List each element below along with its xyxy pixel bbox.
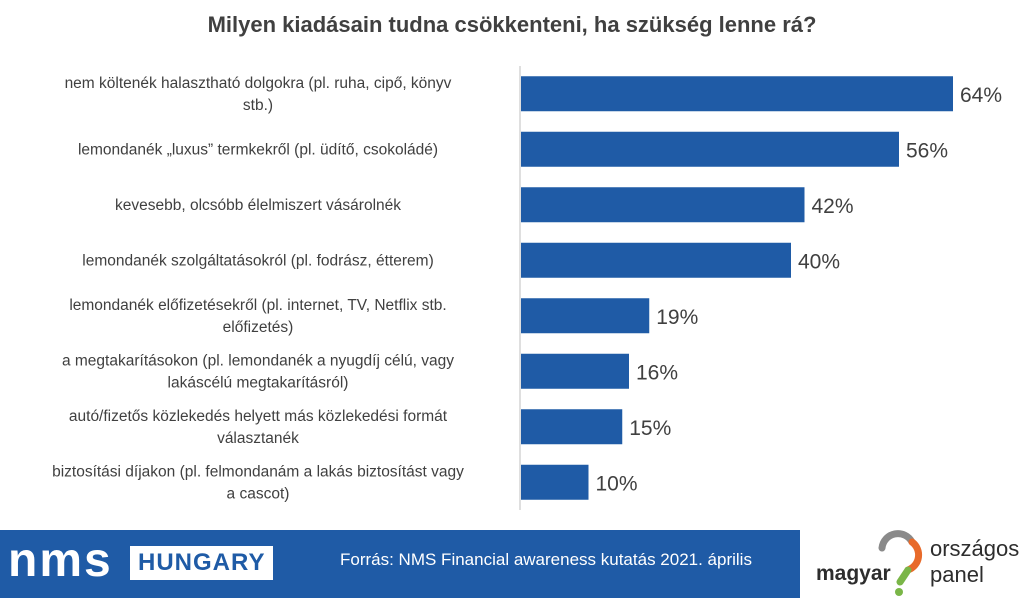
value-label-6: 16% <box>636 361 678 384</box>
category-label-line: lemondanék szolgáltatásokról (pl. fodrás… <box>82 252 434 269</box>
value-label-1: 64% <box>960 84 1002 107</box>
category-label-line: a megtakarításokon (pl. lemondanék a nyu… <box>62 352 454 369</box>
value-label-4: 40% <box>798 250 840 273</box>
chart-title: Milyen kiadásain tudna csökkenteni, ha s… <box>207 12 817 37</box>
category-label-line: lemondanék előfizetésekről (pl. internet… <box>69 297 446 314</box>
value-label-2: 56% <box>906 139 948 162</box>
source-text: Forrás: NMS Financial awareness kutatás … <box>340 550 752 569</box>
category-label-line: stb.) <box>243 97 273 114</box>
bar-1 <box>521 76 953 112</box>
category-label-line: a cascot) <box>227 485 290 502</box>
category-label-7: autó/fizetős közlekedés helyett más közl… <box>69 408 448 447</box>
category-label-line: kevesebb, olcsóbb élelmiszert vásárolnék <box>115 197 401 214</box>
category-label-line: nem költenék halasztható dolgokra (pl. r… <box>65 75 452 92</box>
category-label-5: lemondanék előfizetésekről (pl. internet… <box>69 297 446 336</box>
value-label-3: 42% <box>812 195 854 218</box>
hungary-logo-box: HUNGARY <box>130 546 274 580</box>
category-label-line: biztosítási díjakon (pl. felmondanám a l… <box>52 463 464 480</box>
category-label-line: lemondanék „luxus” termkekről (pl. üdítő… <box>78 141 438 158</box>
bar-2 <box>521 131 899 167</box>
category-label-3: kevesebb, olcsóbb élelmiszert vásárolnék <box>115 197 401 214</box>
value-label-8: 10% <box>596 472 638 495</box>
bar-3 <box>521 187 805 223</box>
category-label-line: választanék <box>217 430 299 447</box>
category-label-1: nem költenék halasztható dolgokra (pl. r… <box>65 75 452 114</box>
bar-6 <box>521 353 629 389</box>
category-label-line: autó/fizetős közlekedés helyett más közl… <box>69 408 448 425</box>
category-label-line: előfizetés) <box>223 319 294 336</box>
category-label-8: biztosítási díjakon (pl. felmondanám a l… <box>52 463 464 502</box>
bar-5 <box>521 298 650 334</box>
category-label-2: lemondanék „luxus” termkekről (pl. üdítő… <box>78 141 438 158</box>
category-label-4: lemondanék szolgáltatásokról (pl. fodrás… <box>82 252 434 269</box>
logo-word-panel: panel <box>930 562 984 587</box>
bar-4 <box>521 242 791 278</box>
bar-7 <box>521 409 623 445</box>
value-label-7: 15% <box>629 417 671 440</box>
category-label-line: lakáscélú megtakarításról) <box>168 374 349 391</box>
bar-chart: nem költenék halasztható dolgokra (pl. r… <box>52 66 1002 510</box>
value-label-5: 19% <box>656 306 698 329</box>
panel-logo-mark <box>878 530 923 596</box>
logo-word-magyar: magyar <box>816 562 891 585</box>
nms-logo-text: nms <box>8 534 113 587</box>
category-label-6: a megtakarításokon (pl. lemondanék a nyu… <box>62 352 454 391</box>
bar-8 <box>521 464 589 500</box>
logo-word-orszagos: országos <box>930 536 1020 561</box>
magyar-orszagos-panel-logo: magyar országos panel <box>800 530 1024 598</box>
